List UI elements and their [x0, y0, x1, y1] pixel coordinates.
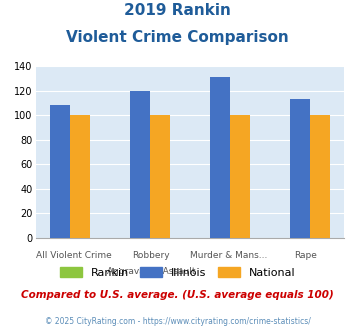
Legend: Rankin, Illinois, National: Rankin, Illinois, National [55, 263, 300, 282]
Text: Aggravated Assault: Aggravated Assault [107, 267, 196, 276]
Bar [150, 115, 170, 238]
Text: All Violent Crime: All Violent Crime [36, 251, 112, 260]
Text: Violent Crime Comparison: Violent Crime Comparison [66, 30, 289, 45]
Text: Robbery: Robbery [132, 251, 170, 260]
Bar [290, 99, 310, 238]
Bar [70, 115, 90, 238]
Text: Rape: Rape [294, 251, 317, 260]
Bar [310, 115, 330, 238]
Text: 2019 Rankin: 2019 Rankin [124, 3, 231, 18]
Bar [230, 115, 250, 238]
Bar [130, 90, 150, 238]
Bar [50, 105, 70, 238]
Bar [210, 77, 230, 238]
Text: Compared to U.S. average. (U.S. average equals 100): Compared to U.S. average. (U.S. average … [21, 290, 334, 300]
Text: © 2025 CityRating.com - https://www.cityrating.com/crime-statistics/: © 2025 CityRating.com - https://www.city… [45, 317, 310, 326]
Text: Murder & Mans...: Murder & Mans... [190, 251, 267, 260]
